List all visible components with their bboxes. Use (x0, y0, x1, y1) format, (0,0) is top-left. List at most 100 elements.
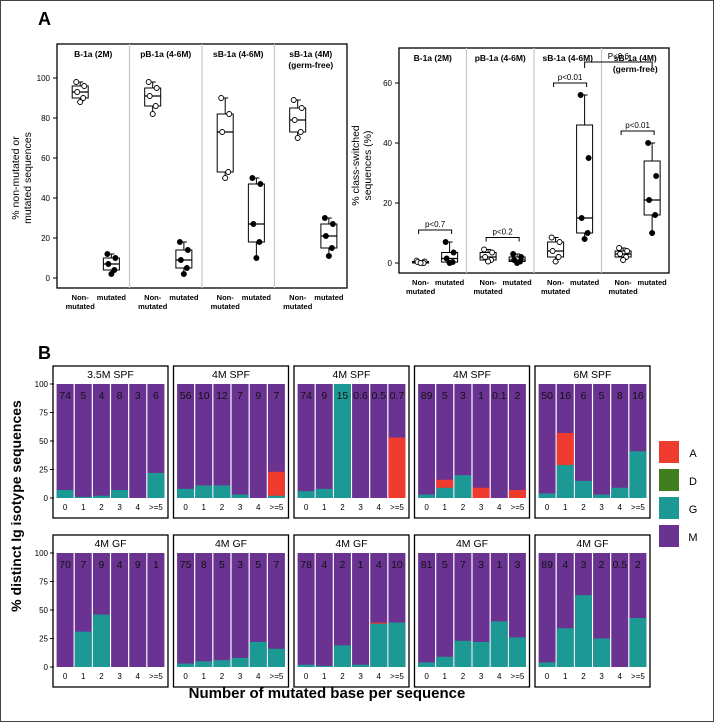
bar-segment-G (538, 662, 556, 667)
subplot-title: 4M GF (456, 538, 488, 550)
y-tick-label: 80 (41, 114, 50, 123)
bar-top-number: 78 (300, 559, 312, 571)
y-tick-label: 20 (383, 199, 392, 208)
bar-top-number: 3 (514, 559, 520, 571)
legend-label-G: G (689, 504, 698, 516)
data-point (149, 111, 156, 117)
x-tick-label: 0 (424, 672, 429, 681)
bar-top-number: 0.1 (492, 390, 507, 402)
x-tick-label: 0 (424, 503, 429, 512)
data-point (584, 230, 591, 236)
bar-segment-M (418, 553, 436, 667)
data-point (649, 230, 656, 236)
subplot-frame (534, 534, 651, 688)
x-tick-label: 2 (581, 503, 586, 512)
panel-title: sB-1a (4-6M) (542, 53, 593, 63)
x-tick-label: 2 (340, 503, 345, 512)
x-tick-label: 2 (461, 672, 466, 681)
data-point (442, 239, 449, 245)
subplot-frame (413, 534, 531, 688)
data-point (80, 95, 87, 101)
x-group-label: Non- (72, 293, 90, 302)
data-point (104, 251, 111, 257)
data-point (249, 175, 256, 181)
x-tick-label: 0 (304, 503, 309, 512)
bar-segment-G (74, 496, 92, 498)
bar-top-number: 2 (514, 390, 520, 402)
data-point (549, 248, 556, 254)
bar-segment-G (574, 480, 592, 498)
bar-segment-M (352, 553, 370, 667)
data-point (225, 169, 232, 175)
data-point (482, 254, 489, 260)
subplot-frame (172, 365, 290, 519)
x-group-label: mutated (242, 293, 272, 302)
data-point (105, 261, 112, 267)
data-point (620, 257, 627, 263)
bar-top-number: 4 (98, 390, 104, 402)
data-point (219, 129, 226, 135)
x-tick-label: >=5 (390, 672, 404, 681)
x-tick-label: >=5 (631, 672, 645, 681)
data-point (510, 251, 517, 257)
bar-top-number: 8 (617, 390, 623, 402)
pvalue-label: p<0.2 (492, 228, 513, 237)
x-group-label: Non- (144, 293, 162, 302)
bar-segment-G (315, 665, 333, 667)
x-tick-label: 0 (304, 672, 309, 681)
x-tick-label: 3 (238, 503, 243, 512)
y-tick-label: 25 (39, 466, 48, 475)
bar-segment-G (249, 641, 267, 667)
bar-segment-G (297, 491, 315, 498)
bar-segment-G (267, 648, 285, 667)
data-point (180, 271, 187, 277)
bar-top-number: 6 (153, 390, 159, 402)
bar-segment-M (177, 553, 195, 667)
data-point (578, 215, 585, 221)
y-tick-label: 20 (41, 234, 50, 243)
data-point (329, 221, 336, 227)
x-tick-label: 3 (238, 672, 243, 681)
data-point (616, 245, 623, 251)
bar-segment-G (454, 475, 472, 498)
bar-segment-A (388, 437, 406, 498)
x-tick-label: 2 (581, 672, 586, 681)
y-axis-label: % distinct Ig isotype sequences (8, 400, 24, 612)
box (216, 113, 234, 173)
bar-segment-G (213, 660, 231, 667)
data-point (222, 175, 229, 181)
bar-top-number: 8 (201, 559, 207, 571)
legend-label-D: D (689, 476, 697, 488)
subplot-title: 4M GF (94, 538, 126, 550)
data-point (297, 129, 304, 135)
bar-top-number: 2 (339, 559, 345, 571)
data-point (653, 173, 660, 179)
x-tick-label: >=5 (390, 503, 404, 512)
legend-swatch-A (659, 441, 679, 463)
data-point (152, 103, 159, 109)
y-axis-label: % class-switched (350, 125, 362, 206)
x-group-label: mutated (283, 302, 313, 311)
x-tick-label: 3 (599, 503, 604, 512)
data-point (253, 255, 260, 261)
y-tick-label: 100 (35, 380, 49, 389)
bar-top-number: 74 (59, 390, 71, 402)
y-axis-label: mutated sequences (22, 132, 34, 224)
x-tick-label: 2 (99, 503, 104, 512)
y-tick-label: 0 (46, 274, 51, 283)
box (175, 249, 193, 269)
data-point (74, 89, 81, 95)
x-axis-label: Number of mutated base per sequence (189, 685, 466, 702)
bar-top-number: 15 (337, 390, 349, 402)
x-tick-label: 2 (99, 672, 104, 681)
bar-segment-M (436, 384, 454, 498)
box (247, 183, 265, 243)
bar-top-number: 5 (219, 559, 225, 571)
x-group-label: mutated (570, 278, 600, 287)
y-tick-label: 50 (39, 606, 48, 615)
subplot-title: 4M SPF (453, 369, 491, 381)
bar-top-number: 6 (580, 390, 586, 402)
chart-a-class-switched: 0 20 40 60 % class-switched sequences (%) B-1a… (350, 47, 670, 296)
x-tick-label: 3 (479, 672, 484, 681)
